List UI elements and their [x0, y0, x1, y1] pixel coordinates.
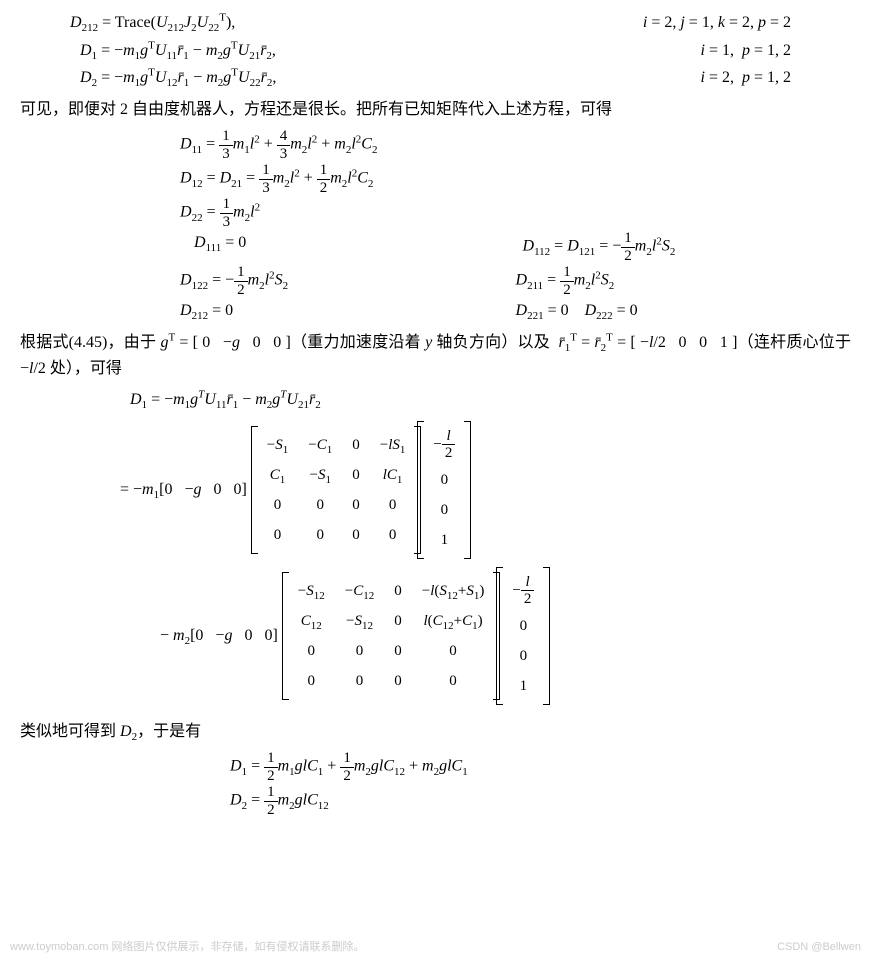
eq-m2-term: − m2[0 −g 0 0] −S12−C120−l(S12+S1) C12−S… [120, 567, 851, 705]
eq-d1-head: D1 = −m1gTU11r̄1 − m2gTU21r̄2 [120, 387, 851, 413]
eq-d221: D221 = 0 D222 = 0 [516, 298, 852, 324]
para-1: 可见，即便对 2 自由度机器人，方程还是很长。把所有已知矩阵代入上述方程，可得 [20, 97, 851, 123]
para-2: 根据式(4.45)，由于 gT = [ 0 −g 0 0 ]（重力加速度沿着 y… [20, 330, 851, 381]
eq-d2-final: D2 = 12m2glC12 [230, 784, 851, 818]
eq-d112: D112 = D121 = −12m2l2S2 [523, 230, 852, 264]
para-3: 类似地可得到 D2，于是有 [20, 719, 851, 745]
vector-r2: −l2 001 [500, 567, 546, 705]
eq-d122: D122 = −12m2l2S2 [180, 264, 516, 298]
eq-d1-def: D1 = −m1gTU11r̄1 − m2gTU21r̄2, i = 1, p … [70, 38, 851, 64]
matrix-u11: −S1−C10−lS1 C1−S10lC1 0000 0000 [255, 426, 418, 554]
eq-d212: D212 = Trace(U212J2U22T), i = 2, j = 1, … [70, 10, 851, 36]
eq-d2-def: D2 = −m1gTU12r̄1 − m2gTU22r̄2, i = 2, p … [70, 65, 851, 91]
watermark-left: www.toymoban.com 网络图片仅供展示，非存储，如有侵权请联系删除。 [10, 939, 364, 957]
vector-r1: −l2 001 [421, 421, 467, 559]
eq-d212b: D212 = 0 [180, 298, 516, 324]
matrix-u21: −S12−C120−l(S12+S1) C12−S120l(C12+C1) 00… [286, 572, 497, 700]
eq-m1-term: = −m1[0 −g 0 0] −S1−C10−lS1 C1−S10lC1 00… [120, 421, 851, 559]
watermark-right: CSDN @Bellwen [777, 939, 861, 957]
eq-d111: D111 = 0 [180, 230, 523, 264]
eq-d22: D22 = 13m2l2 [180, 196, 851, 230]
eq-d12: D12 = D21 = 13m2l2 + 12m2l2C2 [180, 162, 851, 196]
eq-d1-final: D1 = 12m1glC1 + 12m2glC12 + m2glC1 [230, 750, 851, 784]
eq-d211: D211 = 12m2l2S2 [516, 264, 852, 298]
eq-d11: D11 = 13m1l2 + 43m2l2 + m2l2C2 [180, 128, 851, 162]
